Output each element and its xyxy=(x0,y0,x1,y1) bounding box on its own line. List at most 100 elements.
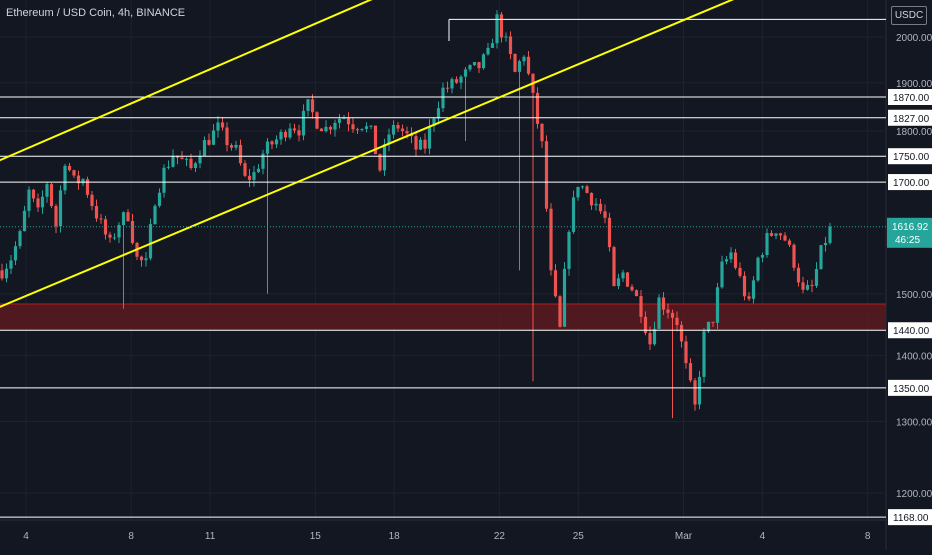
candle-up xyxy=(45,184,49,197)
candle-up xyxy=(724,259,729,262)
candle-down xyxy=(558,296,562,327)
candle-up xyxy=(571,197,576,232)
countdown-label: 46:25 xyxy=(895,235,920,246)
candle-up xyxy=(144,258,148,261)
candle-up xyxy=(306,99,310,111)
candle-up xyxy=(819,245,823,270)
y-tick-label: 1300.00 xyxy=(896,418,932,429)
candle-down xyxy=(540,123,544,142)
candle-up xyxy=(301,110,306,136)
candle-down xyxy=(247,175,252,180)
candle-up xyxy=(121,212,126,226)
candle-down xyxy=(67,165,72,171)
candle-down xyxy=(499,14,504,38)
candle-up xyxy=(18,231,22,247)
candle-down xyxy=(549,208,553,271)
candle-up xyxy=(562,268,567,327)
candle-up xyxy=(481,54,486,69)
candle-up xyxy=(391,124,396,135)
candle-up xyxy=(279,131,283,140)
candle-up xyxy=(157,192,162,206)
candle-up xyxy=(652,328,657,345)
y-tick-label: 1800.00 xyxy=(896,127,932,138)
candle-down xyxy=(711,321,715,323)
last-price-box xyxy=(887,217,932,248)
candle-down xyxy=(670,312,675,318)
candle-down xyxy=(76,175,81,184)
candle-down xyxy=(126,212,130,221)
x-tick-label: 15 xyxy=(310,531,322,542)
candle-up xyxy=(27,189,31,211)
channel-line-lower xyxy=(0,0,735,308)
candle-up xyxy=(234,144,238,148)
candle-down xyxy=(688,363,693,381)
candle-down xyxy=(414,136,418,150)
candle-up xyxy=(697,376,702,405)
candle-up xyxy=(166,166,171,168)
candle-down xyxy=(513,54,517,72)
last-price-label: 1616.92 xyxy=(892,222,929,233)
candle-down xyxy=(810,284,814,286)
candle-up xyxy=(495,14,499,44)
candle-down xyxy=(0,270,4,279)
candle-up xyxy=(337,118,342,123)
candle-down xyxy=(634,290,639,297)
candle-down xyxy=(378,154,382,171)
candle-up xyxy=(171,155,175,167)
candle-down xyxy=(297,130,301,136)
candle-down xyxy=(787,240,792,245)
candle-down xyxy=(346,117,351,125)
candle-down xyxy=(454,79,459,83)
candle-down xyxy=(229,145,234,148)
candle-down xyxy=(130,220,135,244)
level-label: 1750.00 xyxy=(893,152,930,163)
candle-down xyxy=(310,99,315,113)
candle-up xyxy=(112,237,117,239)
level-label: 1168.00 xyxy=(893,513,929,524)
x-tick-label: 4 xyxy=(760,531,766,542)
candle-down xyxy=(328,126,333,130)
candle-up xyxy=(117,225,121,238)
level-label-box xyxy=(888,509,932,526)
candle-up xyxy=(162,167,166,193)
candle-down xyxy=(684,341,688,364)
candle-up xyxy=(148,224,153,259)
candle-up xyxy=(252,172,256,180)
candle-down xyxy=(630,286,634,291)
candle-down xyxy=(783,235,787,241)
candle-up xyxy=(441,87,445,109)
candle-down xyxy=(792,244,796,268)
candle-down xyxy=(49,184,54,207)
x-tick-label: 11 xyxy=(205,531,216,542)
candle-down xyxy=(396,124,400,129)
candle-up xyxy=(814,269,819,286)
candle-up xyxy=(805,284,810,290)
candle-down xyxy=(477,62,481,69)
candle-down xyxy=(648,332,652,345)
level-label-box xyxy=(888,109,932,126)
candle-up xyxy=(382,144,387,171)
candle-up xyxy=(198,155,202,164)
candle-up xyxy=(715,287,720,323)
x-tick-label: 8 xyxy=(865,531,871,542)
candle-down xyxy=(661,297,666,310)
candle-down xyxy=(405,131,409,134)
candle-down xyxy=(243,163,247,176)
currency-button[interactable]: USDC xyxy=(891,6,927,25)
x-tick-label: Mar xyxy=(675,531,693,542)
candle-down xyxy=(639,296,643,317)
x-tick-label: 18 xyxy=(389,531,401,542)
candle-down xyxy=(207,140,211,145)
candle-up xyxy=(765,232,769,255)
candle-down xyxy=(355,129,360,131)
y-tick-label: 2000.00 xyxy=(896,33,932,44)
candle-down xyxy=(769,232,774,236)
level-label: 1350.00 xyxy=(893,384,930,395)
candle-down xyxy=(526,56,531,74)
candle-up xyxy=(58,190,63,227)
candle-down xyxy=(400,128,405,132)
candle-down xyxy=(693,380,697,405)
candle-down xyxy=(666,309,670,313)
